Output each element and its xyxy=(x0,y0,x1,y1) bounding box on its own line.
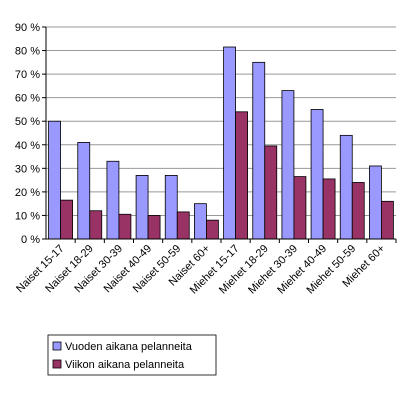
y-tick-label: 40 % xyxy=(15,140,40,152)
y-tick-label: 30 % xyxy=(15,163,40,175)
y-tick-label: 50 % xyxy=(15,116,40,128)
bar xyxy=(106,160,120,240)
bar xyxy=(194,203,207,240)
bar xyxy=(135,174,149,240)
y-tick-label: 60 % xyxy=(15,93,40,105)
bar xyxy=(164,174,178,240)
y-tick-label: 20 % xyxy=(15,187,40,199)
bar xyxy=(223,46,236,240)
y-tick-label: 0 % xyxy=(21,234,40,246)
bar xyxy=(293,176,307,240)
bar xyxy=(252,61,266,240)
bar xyxy=(310,109,324,240)
bar xyxy=(351,182,365,240)
bar xyxy=(235,111,248,240)
bar xyxy=(118,213,132,240)
bar xyxy=(77,142,91,240)
legend-label: Vuoden aikana pelanneita xyxy=(65,341,193,353)
bar xyxy=(176,211,190,240)
y-tick-label: 10 % xyxy=(15,210,40,222)
y-tick-label: 80 % xyxy=(15,46,40,58)
bar xyxy=(381,200,394,240)
bar xyxy=(147,215,161,240)
bar xyxy=(369,165,382,240)
bar xyxy=(339,134,353,240)
bar xyxy=(60,199,73,240)
y-tick-label: 70 % xyxy=(15,69,40,81)
bar xyxy=(264,145,278,240)
y-tick-label: 90 % xyxy=(15,22,40,34)
bar xyxy=(48,120,61,240)
legend-swatch xyxy=(52,341,62,351)
legend-swatch xyxy=(52,359,62,369)
legend-box xyxy=(47,334,217,376)
legend-label: Viikon aikana pelanneita xyxy=(65,359,185,371)
bar xyxy=(206,219,219,240)
bar xyxy=(322,178,336,240)
bar xyxy=(89,210,103,240)
bar xyxy=(281,90,295,240)
